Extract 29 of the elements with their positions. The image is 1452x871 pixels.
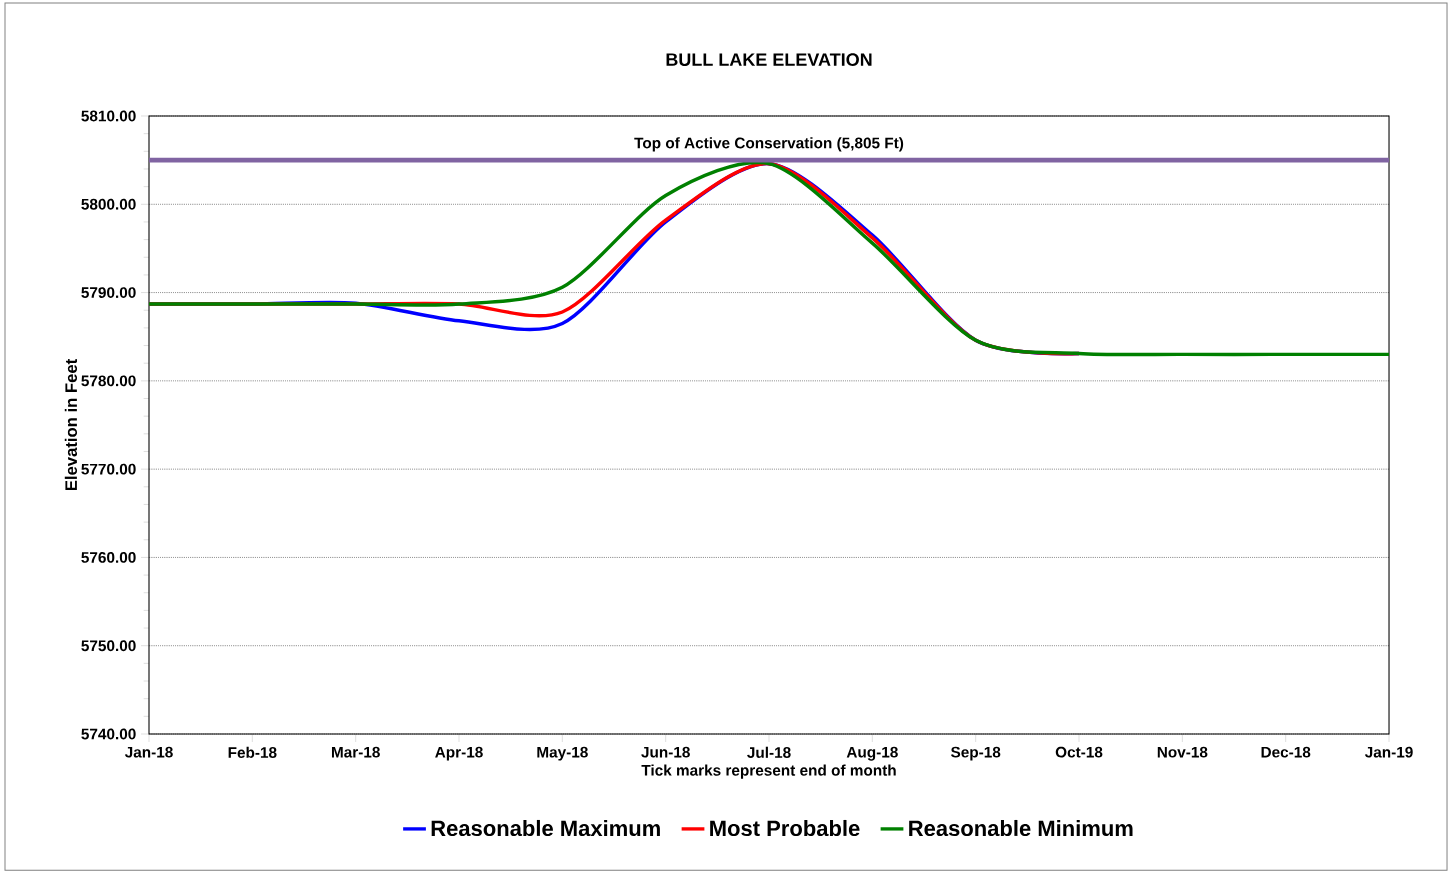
x-tick-label: Dec-18 bbox=[1261, 746, 1311, 758]
y-tick-label: 5780.00 bbox=[81, 375, 136, 387]
ref-line-label: Top of Active Conservation (5,805 Ft) bbox=[634, 137, 904, 152]
y-tick-label: 5800.00 bbox=[81, 198, 136, 210]
x-tick-label: Feb-18 bbox=[228, 746, 277, 758]
line-series bbox=[147, 160, 1391, 357]
chart-title: BULL LAKE ELEVATION bbox=[666, 53, 872, 66]
y-tick-label: 5750.00 bbox=[81, 640, 136, 652]
x-tick-label: May-18 bbox=[537, 746, 588, 761]
y-tick-label: 5770.00 bbox=[81, 463, 136, 475]
x-axis-title: Tick marks represent end of month bbox=[641, 764, 896, 779]
x-tick-label: Jan-18 bbox=[124, 746, 173, 758]
legend-label: Reasonable Maximum bbox=[431, 819, 660, 837]
y-tick-label: 5760.00 bbox=[81, 552, 136, 563]
x-tick-label: Sep-18 bbox=[950, 746, 1001, 761]
x-tick-label: Jun-18 bbox=[641, 746, 690, 758]
x-tick-label: Mar-18 bbox=[331, 746, 380, 758]
x-tick-label: Nov-18 bbox=[1157, 746, 1208, 758]
x-tick-label: Jan-19 bbox=[1364, 746, 1413, 758]
legend-label: Reasonable Minimum bbox=[909, 819, 1133, 837]
y-tick-label: 5740.00 bbox=[81, 728, 136, 740]
y-tick-label: 5790.00 bbox=[81, 287, 136, 298]
legend-label: Most Probable bbox=[710, 819, 860, 837]
x-tick-label: Oct-18 bbox=[1055, 746, 1103, 758]
y-axis-title: Elevation in Feet bbox=[64, 358, 78, 491]
y-tick-label: 5810.00 bbox=[81, 110, 136, 122]
x-tick-label: Jul-18 bbox=[747, 746, 791, 758]
x-tick-label: Aug-18 bbox=[846, 746, 898, 761]
x-tick-label: Apr-18 bbox=[435, 746, 483, 761]
